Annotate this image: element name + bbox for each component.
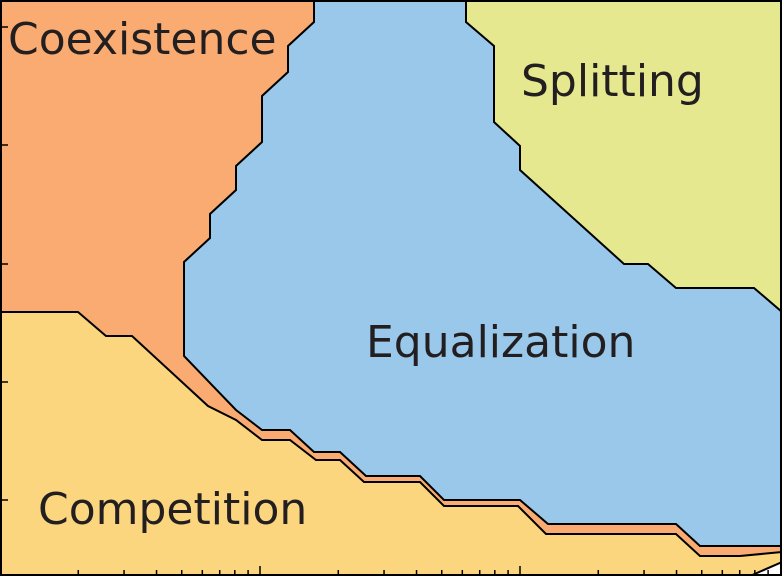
region-competition: [0, 312, 782, 576]
label-equalization: Equalization: [366, 317, 635, 368]
region-equalization: [184, 0, 782, 546]
boundary-coexistence-equalization: [183, 0, 782, 547]
label-competition: Competition: [38, 484, 307, 535]
region-splitting: [466, 0, 782, 312]
label-splitting: Splitting: [521, 56, 704, 107]
label-coexistence: Coexistence: [8, 14, 277, 65]
boundary-equalization-splitting: [465, 0, 782, 313]
x-axis-ticks: [0, 566, 769, 576]
boundary-coexistence-competition: [0, 311, 782, 557]
y-axis-ticks: [0, 26, 8, 501]
